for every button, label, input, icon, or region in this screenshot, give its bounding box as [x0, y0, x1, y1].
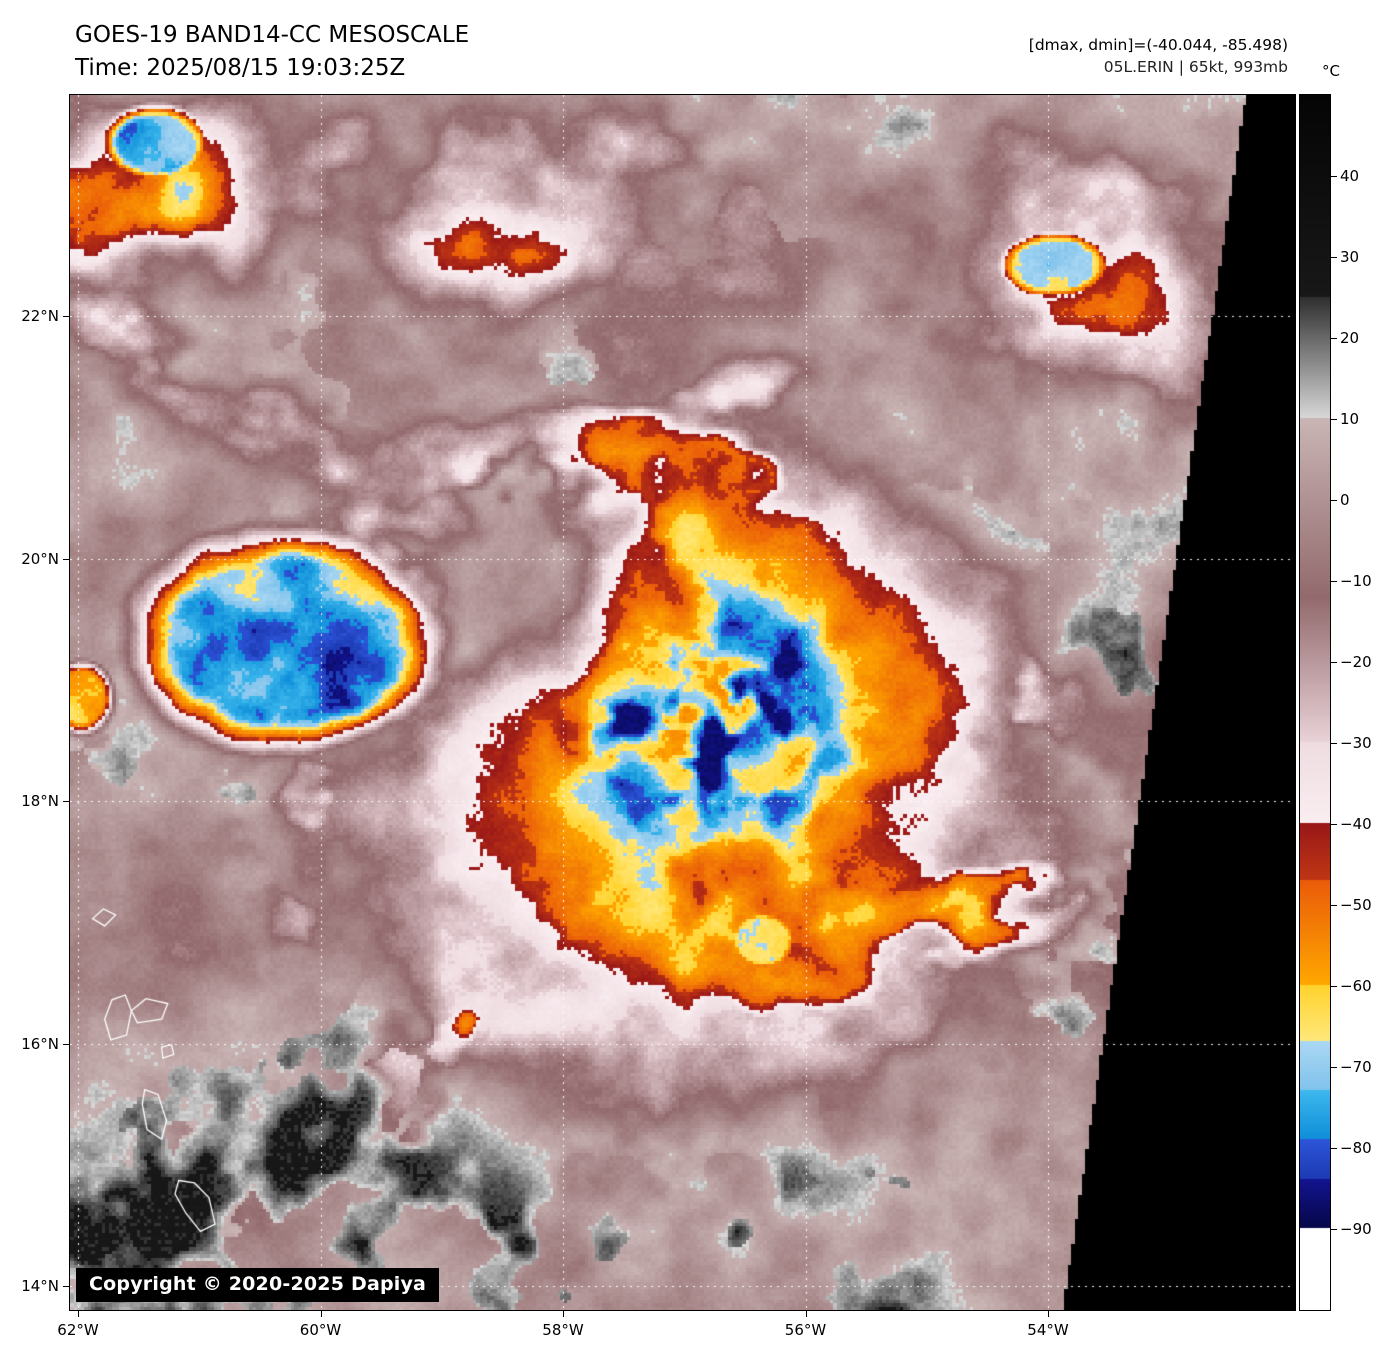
y-axis-tick	[63, 1286, 69, 1287]
colorbar-tick-label: −30	[1340, 734, 1372, 752]
colorbar-tick	[1331, 1148, 1337, 1149]
x-axis-tick	[321, 1311, 322, 1317]
x-axis-tick	[563, 1311, 564, 1317]
copyright-badge: Copyright © 2020-2025 Dapiya	[76, 1268, 440, 1302]
colorbar-tick	[1331, 419, 1337, 420]
y-axis-tick-label: 16°N	[21, 1034, 59, 1053]
y-axis-tick-label: 22°N	[21, 307, 59, 326]
colorbar-tick	[1331, 581, 1337, 582]
y-axis-tick-label: 18°N	[21, 792, 59, 810]
figure-time: Time: 2025/08/15 19:03:25Z	[75, 55, 406, 81]
x-axis-tick-label: 56°W	[784, 1321, 827, 1339]
x-axis-tick-label: 60°W	[299, 1321, 342, 1339]
x-axis-tick	[806, 1311, 807, 1317]
figure-title: GOES-19 BAND14-CC MESOSCALE	[75, 22, 470, 48]
colorbar-tick-label: 30	[1340, 248, 1360, 266]
x-axis-tick-label: 58°W	[542, 1321, 584, 1339]
colorbar-unit-label: °C	[1322, 62, 1340, 80]
satellite-ir-image	[70, 95, 1295, 1310]
colorbar-tick	[1331, 1229, 1337, 1230]
colorbar-tick	[1331, 824, 1337, 825]
colorbar-tick	[1331, 176, 1337, 177]
colorbar-tick-label: −70	[1340, 1058, 1372, 1076]
x-axis-tick-label: 62°W	[57, 1321, 99, 1339]
range-info: [dmax, dmin]=(-40.044, -85.498)	[1028, 36, 1288, 54]
colorbar-tick-label: −90	[1340, 1220, 1372, 1238]
colorbar-tick-label: 20	[1340, 329, 1360, 347]
y-axis-tick-label: 14°N	[21, 1276, 59, 1295]
colorbar-tick	[1331, 986, 1337, 987]
colorbar-tick-label: −20	[1340, 653, 1372, 671]
colorbar-tick-label: −10	[1340, 572, 1372, 590]
y-axis-tick	[63, 316, 69, 317]
colorbar-tick	[1331, 743, 1337, 744]
storm-info: 05L.ERIN | 65kt, 993mb	[1103, 58, 1288, 76]
colorbar-tick-label: −60	[1340, 977, 1372, 995]
colorbar-tick-label: 40	[1340, 167, 1360, 185]
x-axis-tick	[1048, 1311, 1049, 1317]
x-axis-tick	[78, 1311, 79, 1317]
colorbar-tick-label: 0	[1340, 491, 1350, 509]
colorbar	[1299, 94, 1331, 1311]
colorbar-tick	[1331, 500, 1337, 501]
colorbar-tick-label: −80	[1340, 1139, 1372, 1157]
colorbar-tick	[1331, 1067, 1337, 1068]
colorbar-tick-label: 10	[1340, 410, 1360, 428]
map-plot-area: Copyright © 2020-2025 Dapiya	[69, 94, 1296, 1311]
colorbar-tick	[1331, 662, 1337, 663]
y-axis-tick	[63, 801, 69, 802]
y-axis-tick-label: 20°N	[21, 549, 59, 568]
colorbar-tick-label: −40	[1340, 815, 1372, 833]
colorbar-tick	[1331, 905, 1337, 906]
y-axis-tick	[63, 1044, 69, 1045]
colorbar-tick-label: −50	[1340, 896, 1372, 914]
x-axis-tick-label: 54°W	[1027, 1321, 1069, 1339]
colorbar-gradient	[1300, 95, 1330, 1310]
colorbar-tick	[1331, 338, 1337, 339]
y-axis-tick	[63, 559, 69, 560]
colorbar-tick	[1331, 257, 1337, 258]
